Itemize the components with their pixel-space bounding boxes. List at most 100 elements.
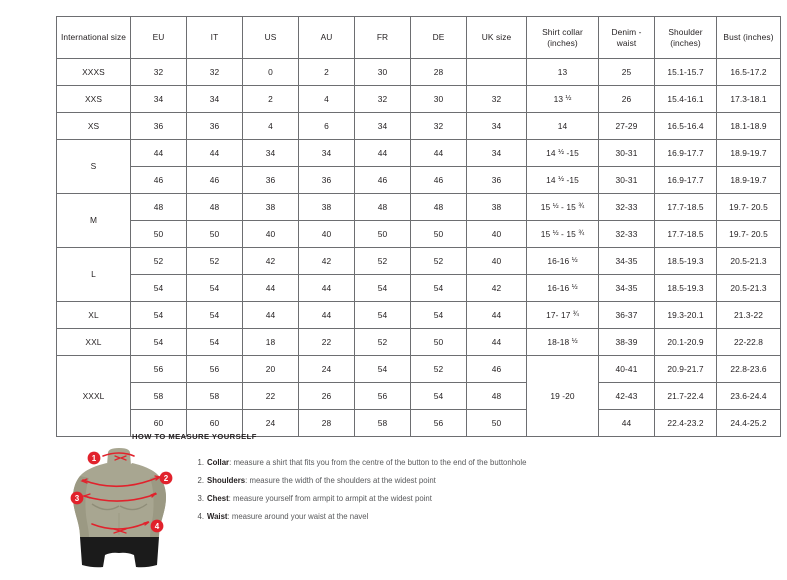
instruction-term: Waist — [207, 512, 228, 522]
cell-bust: 16.5-17.2 — [716, 58, 781, 86]
cell-fr: 52 — [354, 328, 411, 356]
cell-uk-size: 42 — [466, 274, 527, 302]
cell-au: 6 — [298, 112, 355, 140]
cell-au: 4 — [298, 85, 355, 113]
cell-it: 54 — [186, 301, 243, 329]
cell-de: 52 — [410, 247, 467, 275]
cell-bust: 22-22.8 — [716, 328, 781, 356]
cell-it: 46 — [186, 166, 243, 194]
instruction-term: Chest — [207, 494, 229, 504]
cell-eu: 58 — [130, 382, 187, 410]
size-label-cell: XXXS — [56, 58, 131, 86]
cell-shoulder: 17.7-18.5 — [654, 193, 717, 221]
cell-au: 2 — [298, 58, 355, 86]
cell-fr: 56 — [354, 382, 411, 410]
cell-eu: 54 — [130, 301, 187, 329]
cell-au: 40 — [298, 220, 355, 248]
cell-us: 2 — [242, 85, 299, 113]
size-label-cell: XS — [56, 112, 131, 140]
table-body: XXXS 32 32 0 2 30 28 13 25 15.1-15.7 16.5-17.2 XXS 3… — [56, 58, 781, 437]
cell-shirt-collar: 17- 17 ¾ — [526, 301, 599, 329]
cell-shirt-collar: 13 — [526, 58, 599, 86]
cell-au: 42 — [298, 247, 355, 275]
callout-1: 1 — [87, 451, 101, 465]
size-label-cell: M — [56, 193, 131, 248]
cell-shirt-collar: 14 ½ -15 — [526, 166, 599, 194]
cell-au: 28 — [298, 409, 355, 437]
svg-text:2: 2 — [164, 474, 169, 483]
table-row: S 44 44 34 34 44 44 34 14 ½ -15 30-31 16.9-17.7 18.… — [56, 139, 781, 194]
cell-shirt-collar: 14 — [526, 112, 599, 140]
mannequin-figure: 1 2 3 4 — [56, 447, 186, 575]
cell-bust: 20.5-21.3 — [716, 274, 781, 302]
cell-shoulder: 15.4-16.1 — [654, 85, 717, 113]
cell-denim-waist: 44 — [598, 409, 655, 437]
cell-it: 52 — [186, 247, 243, 275]
cell-denim-waist: 32-33 — [598, 220, 655, 248]
cell-shoulder: 20.1-20.9 — [654, 328, 717, 356]
cell-fr: 54 — [354, 355, 411, 383]
cell-us: 40 — [242, 220, 299, 248]
cell-eu: 48 — [130, 193, 187, 221]
cell-uk-size: 40 — [466, 220, 527, 248]
cell-denim-waist: 30-31 — [598, 166, 655, 194]
instruction-number: 3. — [197, 494, 204, 504]
cell-fr: 54 — [354, 274, 411, 302]
cell-au: 36 — [298, 166, 355, 194]
cell-shoulder: 19.3-20.1 — [654, 301, 717, 329]
callout-4: 4 — [150, 519, 164, 533]
cell-fr: 34 — [354, 112, 411, 140]
cell-denim-waist: 30-31 — [598, 139, 655, 167]
size-chart-container: International size EU IT US AU FR DE UK … — [56, 16, 781, 437]
cell-it: 50 — [186, 220, 243, 248]
size-label-cell: L — [56, 247, 131, 302]
cell-uk-size: 44 — [466, 328, 527, 356]
cell-fr: 52 — [354, 247, 411, 275]
svg-text:1: 1 — [92, 454, 97, 463]
cell-de: 52 — [410, 355, 467, 383]
cell-denim-waist: 32-33 — [598, 193, 655, 221]
cell-uk-size: 46 — [466, 355, 527, 383]
cell-shirt-collar: 14 ½ -15 — [526, 139, 599, 167]
cell-eu: 54 — [130, 328, 187, 356]
cell-fr: 50 — [354, 220, 411, 248]
measure-instruction-3: 3. Chest: measure yourself from armpit to… — [194, 495, 756, 504]
callout-3: 3 — [70, 491, 84, 505]
cell-fr: 58 — [354, 409, 411, 437]
size-label-cell: XL — [56, 301, 131, 329]
cell-shoulder: 21.7-22.4 — [654, 382, 717, 410]
instruction-number: 4. — [197, 512, 204, 522]
cell-it: 34 — [186, 85, 243, 113]
column-header-it: IT — [186, 16, 243, 59]
cell-shoulder: 18.5-19.3 — [654, 247, 717, 275]
cell-it: 56 — [186, 355, 243, 383]
instruction-number: 1. — [197, 458, 204, 467]
cell-uk-size: 32 — [466, 85, 527, 113]
cell-bust: 20.5-21.3 — [716, 247, 781, 275]
cell-us: 22 — [242, 382, 299, 410]
cell-uk-size: 44 — [466, 301, 527, 329]
cell-de: 54 — [410, 274, 467, 302]
cell-de: 32 — [410, 112, 467, 140]
table-row: XXL 54 54 18 22 52 50 44 18-18 ½ 38-39 20.1-20.9 22… — [56, 328, 781, 356]
cell-bust: 18.9-19.7 — [716, 139, 781, 167]
table-row: 46 46 36 36 46 46 36 14 ½ -15 30-31 16.9-17.7 18.9… — [57, 166, 781, 194]
size-label-cell: XXS — [56, 85, 131, 113]
cell-de: 50 — [410, 328, 467, 356]
column-header-us: US — [242, 16, 299, 59]
cell-us: 4 — [242, 112, 299, 140]
column-header-fr: FR — [354, 16, 411, 59]
how-to-measure-body: 1 2 3 4 1. Collar: measure a shirt that f… — [56, 447, 756, 575]
column-header-international-size: International size — [56, 16, 131, 59]
callout-2: 2 — [159, 471, 173, 485]
cell-shoulder: 18.5-19.3 — [654, 274, 717, 302]
table-row: 54 54 44 44 54 54 42 16-16 ½ 34-35 18.5-19.3 20.5-… — [57, 274, 781, 302]
cell-fr: 48 — [354, 193, 411, 221]
column-header-au: AU — [298, 16, 355, 59]
table-header: International size EU IT US AU FR DE UK … — [56, 16, 781, 59]
cell-shirt-collar: 15 ½ - 15 ¾ — [526, 193, 599, 221]
instruction-text: : measure the width of the shoulders at … — [245, 476, 436, 486]
cell-us: 36 — [242, 166, 299, 194]
measure-instruction-1: 1. Collar: measure a shirt that fits you … — [194, 458, 756, 468]
cell-fr: 54 — [354, 301, 411, 329]
